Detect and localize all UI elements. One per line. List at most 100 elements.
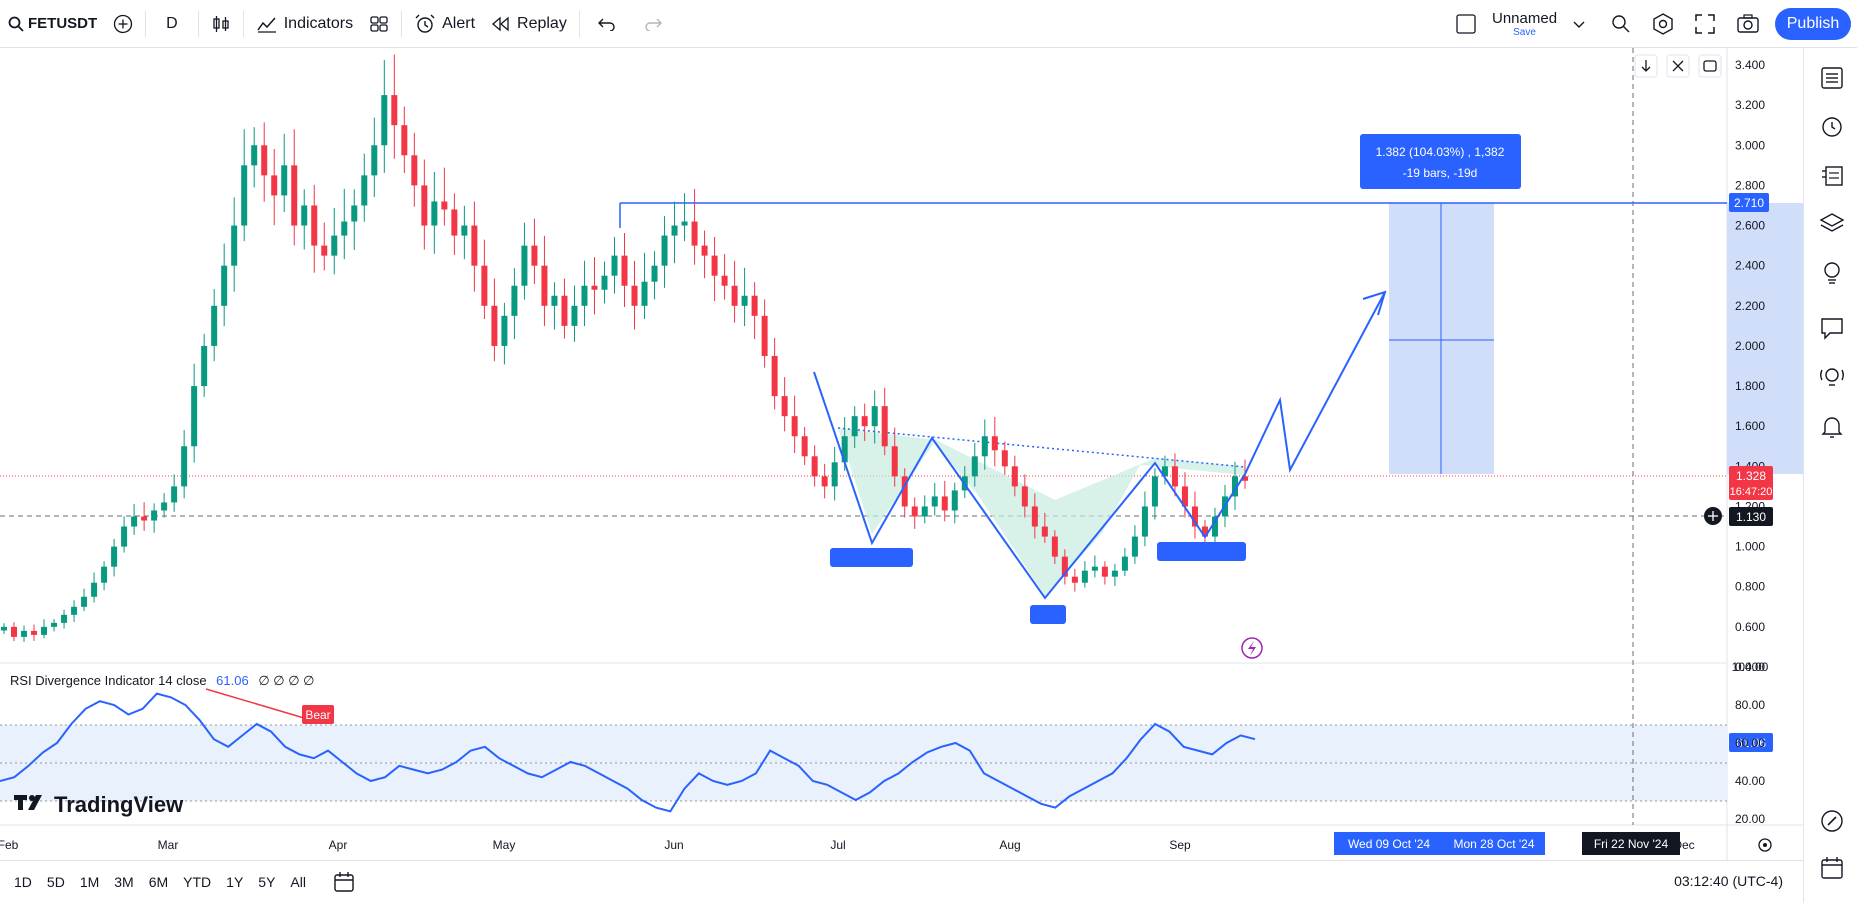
notifications-bell-icon[interactable] <box>1818 412 1846 440</box>
quick-search-icon[interactable] <box>1610 13 1632 35</box>
candle-body <box>281 165 288 196</box>
range-button-1m[interactable]: 1M <box>79 874 100 890</box>
candle-body <box>591 285 598 290</box>
settings-icon[interactable] <box>1652 13 1674 35</box>
compare-button[interactable] <box>105 6 141 42</box>
top-toolbar: FETUSDT D Indicators Alert Replay Unname… <box>0 0 1857 48</box>
head-marker[interactable] <box>1030 605 1066 624</box>
candle-body <box>681 221 688 226</box>
publish-button[interactable]: Publish <box>1775 8 1851 40</box>
price-tick-label: 3.200 <box>1735 98 1765 112</box>
chat-icon[interactable] <box>1818 314 1846 342</box>
range-button-1d[interactable]: 1D <box>14 874 32 890</box>
candle-body <box>71 606 78 615</box>
chevron-down-icon[interactable] <box>1573 21 1585 29</box>
bear-label-box <box>302 705 334 724</box>
symbol-search[interactable]: FETUSDT <box>0 6 105 42</box>
signals-bulb-icon[interactable] <box>1818 362 1846 390</box>
rsi-line[interactable] <box>0 692 1256 813</box>
templates-button[interactable] <box>361 6 397 42</box>
candle-body <box>11 626 18 637</box>
range-button-5y[interactable]: 5Y <box>258 874 276 890</box>
alert-button[interactable]: Alert <box>406 6 483 42</box>
candle-body <box>841 436 848 463</box>
candle-body <box>381 95 388 146</box>
replay-label: Replay <box>517 14 567 32</box>
watchlist-icon[interactable] <box>1818 64 1846 92</box>
countdown-text: 16:47:20 <box>1730 486 1773 498</box>
candle-body <box>871 406 878 427</box>
camera-icon[interactable] <box>1736 13 1760 35</box>
last-price-badge <box>1729 466 1773 500</box>
candle-body <box>341 221 348 236</box>
layout-checkbox-icon[interactable] <box>1455 13 1477 35</box>
candle-body <box>941 496 948 511</box>
candle-body <box>1211 516 1218 537</box>
ideas-bulb-icon[interactable] <box>1818 258 1846 286</box>
rsi-legend[interactable]: RSI Divergence Indicator 14 close 61.06 … <box>10 673 314 689</box>
redo-button[interactable] <box>630 6 676 42</box>
rsi-tick-label: 80.00 <box>1735 698 1765 712</box>
candle-body <box>661 235 668 266</box>
candle-body <box>511 285 518 316</box>
range-button-all[interactable]: All <box>290 874 306 890</box>
rsi-tick-label: 20.00 <box>1735 812 1765 826</box>
candle-body <box>1101 566 1108 577</box>
undo-button[interactable] <box>584 6 630 42</box>
indicators-button[interactable]: Indicators <box>248 6 361 42</box>
range-end-label: Mon 28 Oct '24 <box>1454 837 1535 851</box>
candle-body <box>61 614 68 623</box>
price-tick-label: 2.200 <box>1735 299 1765 313</box>
date-range-calendar-icon[interactable] <box>333 871 355 893</box>
right-shoulder-marker[interactable] <box>1157 542 1246 561</box>
measure-label-line1: 1.382 (104.03%) , 1,382 <box>1376 145 1505 159</box>
object-tree-icon[interactable] <box>1818 162 1846 190</box>
candle-body <box>581 285 588 306</box>
candle-body <box>1111 570 1118 577</box>
maximize-button[interactable] <box>1698 54 1722 78</box>
time-axis[interactable]: Feb Mar Apr May Jun Jul Aug Sep Dec <box>0 838 1695 852</box>
layout-name[interactable]: Unnamed Save <box>1492 10 1557 38</box>
rsi-tick-label: 100.00 <box>1732 660 1769 674</box>
alert-label: Alert <box>442 14 476 32</box>
candle-body <box>241 165 248 226</box>
candlestick-series[interactable] <box>1 54 1248 642</box>
candle-body <box>351 205 358 222</box>
time-tick-label: Apr <box>329 838 348 852</box>
range-button-5d[interactable]: 5D <box>46 874 65 890</box>
candle-body <box>731 285 738 306</box>
range-button-1y[interactable]: 1Y <box>226 874 244 890</box>
help-compass-icon[interactable] <box>1818 807 1846 835</box>
redo-icon <box>645 18 662 31</box>
neckline[interactable] <box>837 427 1246 468</box>
save-label[interactable]: Save <box>1513 27 1536 38</box>
inverse-head-shoulders-fill <box>838 428 1245 596</box>
calendar-icon[interactable] <box>1818 854 1846 882</box>
pattern-path[interactable] <box>813 291 1386 600</box>
crosshair-price-badge <box>1729 507 1773 526</box>
candle-body <box>561 295 568 326</box>
chart-type-button[interactable] <box>203 6 239 42</box>
candle-body <box>421 185 428 226</box>
candle-body <box>631 285 638 306</box>
price-chart[interactable]: 1.382 (104.03%) , 1,382 -19 bars, -19d B… <box>0 48 1803 860</box>
range-button-ytd[interactable]: YTD <box>183 874 212 890</box>
range-button-3m[interactable]: 3M <box>114 874 134 890</box>
range-button-6m[interactable]: 6M <box>148 874 169 890</box>
left-shoulder-marker[interactable] <box>830 548 913 567</box>
candle-body <box>211 305 218 346</box>
replay-button[interactable]: Replay <box>483 6 575 42</box>
interval-button[interactable]: D <box>150 6 194 42</box>
layers-icon[interactable] <box>1818 210 1846 238</box>
price-axis[interactable]: 3.400 3.200 3.000 2.800 2.600 2.400 2.200 2.000… <box>1735 58 1765 674</box>
brand-label: TradingView <box>54 792 184 817</box>
fullscreen-icon[interactable] <box>1694 13 1716 35</box>
price-tick-label: 1.000 <box>1735 540 1765 554</box>
time-tick-label: Mar <box>158 838 179 852</box>
candle-body <box>1011 466 1018 487</box>
measure-label-box <box>1360 134 1521 189</box>
clock-timezone[interactable]: 03:12:40 (UTC-4) <box>1674 873 1783 889</box>
settings-gear-icon[interactable] <box>1758 838 1772 852</box>
alerts-clock-icon[interactable] <box>1818 112 1846 140</box>
candle-body <box>321 245 328 256</box>
